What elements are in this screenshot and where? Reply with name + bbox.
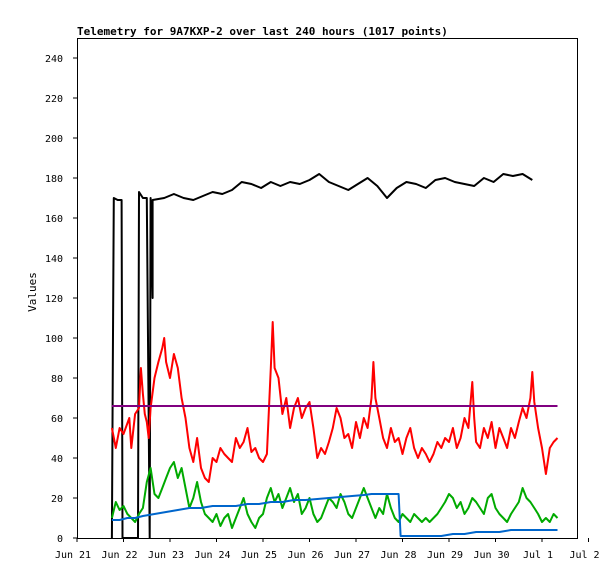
series-line-1 xyxy=(110,173,533,539)
y-tick-label: 140 xyxy=(45,254,63,265)
y-tick-label: 240 xyxy=(45,54,63,65)
x-tick-label: Jun 26 xyxy=(287,550,323,561)
y-tick-label: 100 xyxy=(45,334,63,345)
series-line-5 xyxy=(111,493,558,537)
y-tick-label: 200 xyxy=(45,134,63,145)
plot-area xyxy=(77,38,578,539)
x-tick-label: Jun 29 xyxy=(427,550,463,561)
x-tick-label: Jun 21 xyxy=(55,550,91,561)
y-tick-label: 180 xyxy=(45,174,63,185)
x-tick-label: Jun 27 xyxy=(334,550,370,561)
y-axis-label: Values xyxy=(26,272,39,312)
y-tick-label: 160 xyxy=(45,214,63,225)
chart-title: Telemetry for 9A7KXP-2 over last 240 hou… xyxy=(77,25,448,38)
series-layer xyxy=(110,173,559,539)
x-tick-label: Jul 2 xyxy=(569,550,599,561)
x-tick-label: Jun 28 xyxy=(380,550,416,561)
y-tick-label: 120 xyxy=(45,294,63,305)
x-tick-label: Jun 25 xyxy=(241,550,277,561)
y-tick-label: 40 xyxy=(51,454,63,465)
y-tick-label: 0 xyxy=(57,534,63,545)
x-axis: Jun 21 Jun 22 Jun 23 Jun 24 Jun 25 Jun 26 Jun … xyxy=(55,538,600,561)
x-tick-label: Jul 1 xyxy=(523,550,553,561)
y-tick-label: 220 xyxy=(45,94,63,105)
series-line-2 xyxy=(110,321,559,483)
y-tick-label: 20 xyxy=(51,494,63,505)
x-tick-label: Jun 23 xyxy=(148,550,184,561)
x-tick-label: Jun 30 xyxy=(473,550,509,561)
y-axis: 0 20 40 60 80 100 120 140 160 180 200 220 240 xyxy=(45,54,77,545)
x-tick-label: Jun 24 xyxy=(194,550,230,561)
y-tick-label: 60 xyxy=(51,414,63,425)
x-tick-label: Jun 22 xyxy=(101,550,137,561)
y-tick-label: 80 xyxy=(51,374,63,385)
series-line-4 xyxy=(110,461,559,529)
